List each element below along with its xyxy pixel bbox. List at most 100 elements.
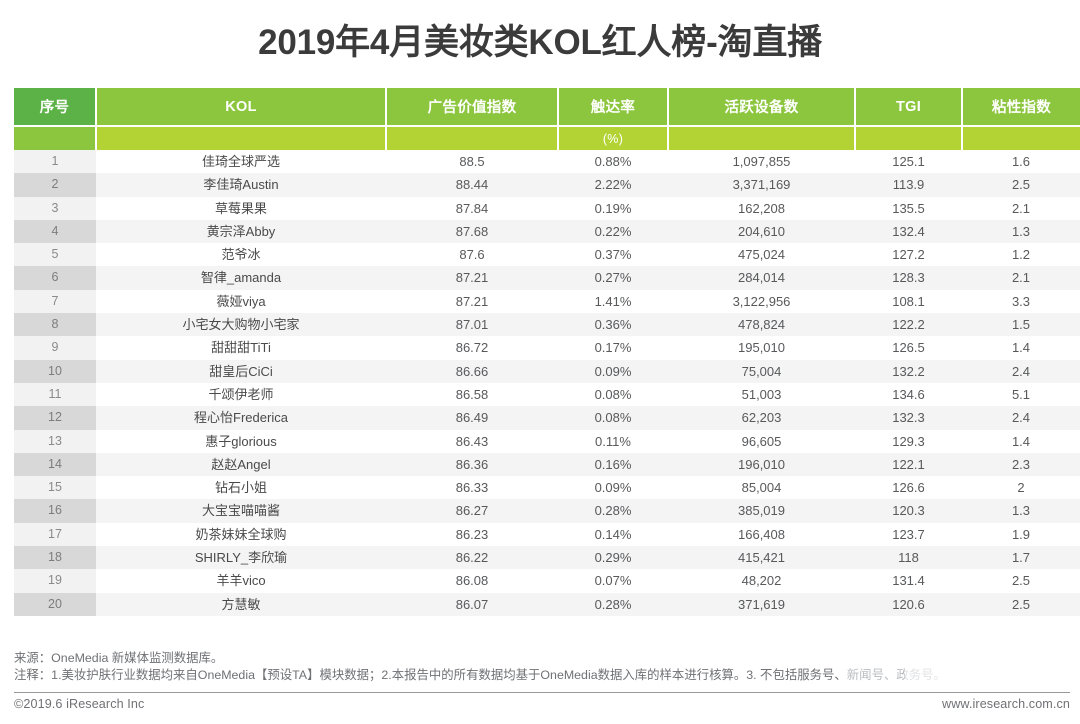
table-row[interactable]: 1 佳琦全球严选 88.5 0.88% 1,097,855 125.1 1.6 bbox=[14, 150, 1080, 174]
footnotes: 来源：OneMedia 新媒体监测数据库。 注释：1.美妆护肤行业数据均来自On… bbox=[14, 650, 1070, 684]
cell-reach-rate: 0.11% bbox=[558, 429, 668, 453]
table-subheader-row: (%) bbox=[14, 125, 1080, 150]
cell-rank: 18 bbox=[14, 546, 96, 570]
table-row[interactable]: 11 千颂伊老师 86.58 0.08% 51,003 134.6 5.1 bbox=[14, 382, 1080, 407]
table-row[interactable]: 4 黄宗泽Abby 87.68 0.22% 204,610 132.4 1.3 bbox=[14, 219, 1080, 244]
cell-tgi: 125.1 bbox=[855, 150, 962, 174]
cell-active-devices: 195,010 bbox=[668, 336, 855, 360]
cell-rank: 4 bbox=[14, 219, 96, 244]
cell-active-devices: 3,122,956 bbox=[668, 289, 855, 314]
cell-ad-value-index: 87.21 bbox=[386, 266, 558, 290]
cell-ad-value-index: 86.36 bbox=[386, 452, 558, 477]
cell-rank: 12 bbox=[14, 406, 96, 430]
table-row[interactable]: 10 甜皇后CiCi 86.66 0.09% 75,004 132.2 2.4 bbox=[14, 359, 1080, 383]
table-row[interactable]: 7 薇娅viya 87.21 1.41% 3,122,956 108.1 3.3 bbox=[14, 289, 1080, 314]
cell-ad-value-index: 86.33 bbox=[386, 476, 558, 500]
cell-active-devices: 196,010 bbox=[668, 452, 855, 477]
table-row[interactable]: 12 程心怡Frederica 86.49 0.08% 62,203 132.3 2.4 bbox=[14, 406, 1080, 430]
cell-kol: SHIRLY_李欣瑜 bbox=[96, 546, 386, 570]
column-header-ad-value-index[interactable]: 广告价值指数 bbox=[386, 88, 559, 126]
column-subheader-stickiness-index bbox=[962, 125, 1080, 150]
column-header-stickiness-index[interactable]: 粘性指数 bbox=[962, 88, 1080, 126]
cell-reach-rate: 0.28% bbox=[558, 592, 668, 616]
table-row[interactable]: 18 SHIRLY_李欣瑜 86.22 0.29% 415,421 118 1.7 bbox=[14, 546, 1080, 570]
column-subheader-rank bbox=[14, 125, 97, 150]
column-subheader-reach-rate: (%) bbox=[558, 125, 669, 150]
cell-ad-value-index: 87.84 bbox=[386, 196, 558, 220]
column-header-active-devices[interactable]: 活跃设备数 bbox=[668, 88, 856, 126]
table-row[interactable]: 6 智律_amanda 87.21 0.27% 284,014 128.3 2.1 bbox=[14, 266, 1080, 290]
cell-rank: 17 bbox=[14, 522, 96, 547]
column-header-kol[interactable]: KOL bbox=[96, 88, 387, 126]
table-row[interactable]: 13 惠子glorious 86.43 0.11% 96,605 129.3 1.4 bbox=[14, 429, 1080, 453]
cell-kol: 李佳琦Austin bbox=[96, 173, 386, 197]
cell-active-devices: 48,202 bbox=[668, 569, 855, 593]
table-row[interactable]: 3 草莓果果 87.84 0.19% 162,208 135.5 2.1 bbox=[14, 196, 1080, 220]
table-row[interactable]: 8 小宅女大购物小宅家 87.01 0.36% 478,824 122.2 1.5 bbox=[14, 313, 1080, 337]
cell-kol: 智律_amanda bbox=[96, 266, 386, 290]
cell-ad-value-index: 87.21 bbox=[386, 289, 558, 314]
cell-kol: 大宝宝喵喵酱 bbox=[96, 499, 386, 523]
cell-kol: 甜皇后CiCi bbox=[96, 359, 386, 383]
cell-tgi: 126.6 bbox=[855, 476, 962, 500]
table-row[interactable]: 14 赵赵Angel 86.36 0.16% 196,010 122.1 2.3 bbox=[14, 452, 1080, 477]
cell-kol: 草莓果果 bbox=[96, 196, 386, 220]
column-header-rank[interactable]: 序号 bbox=[14, 88, 97, 126]
cell-rank: 2 bbox=[14, 173, 96, 197]
cell-reach-rate: 0.14% bbox=[558, 522, 668, 547]
cell-stickiness-index: 2.5 bbox=[962, 592, 1080, 616]
cell-ad-value-index: 87.6 bbox=[386, 243, 558, 267]
table-row[interactable]: 17 奶茶妹妹全球购 86.23 0.14% 166,408 123.7 1.9 bbox=[14, 522, 1080, 547]
cell-tgi: 122.1 bbox=[855, 452, 962, 477]
cell-stickiness-index: 3.3 bbox=[962, 289, 1080, 314]
cell-rank: 6 bbox=[14, 266, 96, 290]
cell-rank: 8 bbox=[14, 313, 96, 337]
column-subheader-tgi bbox=[855, 125, 963, 150]
cell-kol: 程心怡Frederica bbox=[96, 406, 386, 430]
column-header-tgi[interactable]: TGI bbox=[855, 88, 963, 126]
cell-stickiness-index: 1.2 bbox=[962, 243, 1080, 267]
table-row[interactable]: 9 甜甜甜TiTi 86.72 0.17% 195,010 126.5 1.4 bbox=[14, 336, 1080, 360]
cell-active-devices: 385,019 bbox=[668, 499, 855, 523]
cell-stickiness-index: 2.4 bbox=[962, 406, 1080, 430]
cell-reach-rate: 0.29% bbox=[558, 546, 668, 570]
cell-ad-value-index: 86.72 bbox=[386, 336, 558, 360]
table-row[interactable]: 20 方慧敏 86.07 0.28% 371,619 120.6 2.5 bbox=[14, 592, 1080, 616]
cell-kol: 钻石小姐 bbox=[96, 476, 386, 500]
cell-tgi: 122.2 bbox=[855, 313, 962, 337]
cell-kol: 黄宗泽Abby bbox=[96, 219, 386, 244]
table-row[interactable]: 15 钻石小姐 86.33 0.09% 85,004 126.6 2 bbox=[14, 476, 1080, 500]
table-row[interactable]: 5 范爷冰 87.6 0.37% 475,024 127.2 1.2 bbox=[14, 243, 1080, 267]
cell-ad-value-index: 86.08 bbox=[386, 569, 558, 593]
cell-ad-value-index: 86.49 bbox=[386, 406, 558, 430]
cell-rank: 9 bbox=[14, 336, 96, 360]
column-subheader-ad-value-index bbox=[386, 125, 559, 150]
table-row[interactable]: 2 李佳琦Austin 88.44 2.22% 3,371,169 113.9 2.5 bbox=[14, 173, 1080, 197]
cell-ad-value-index: 86.27 bbox=[386, 499, 558, 523]
cell-reach-rate: 0.19% bbox=[558, 196, 668, 220]
cell-kol: 奶茶妹妹全球购 bbox=[96, 522, 386, 547]
cell-kol: 千颂伊老师 bbox=[96, 382, 386, 407]
cell-stickiness-index: 1.3 bbox=[962, 499, 1080, 523]
table-row[interactable]: 19 羊羊vico 86.08 0.07% 48,202 131.4 2.5 bbox=[14, 569, 1080, 593]
cell-tgi: 129.3 bbox=[855, 429, 962, 453]
table-header: 序号 KOL 广告价值指数 触达率 活跃设备数 TGI 粘性指数 (%) bbox=[14, 88, 1080, 150]
cell-rank: 3 bbox=[14, 196, 96, 220]
column-header-reach-rate[interactable]: 触达率 bbox=[558, 88, 669, 126]
cell-reach-rate: 0.07% bbox=[558, 569, 668, 593]
cell-stickiness-index: 2.4 bbox=[962, 359, 1080, 383]
cell-reach-rate: 0.08% bbox=[558, 382, 668, 407]
cell-stickiness-index: 1.4 bbox=[962, 429, 1080, 453]
cell-ad-value-index: 86.66 bbox=[386, 359, 558, 383]
table-row[interactable]: 16 大宝宝喵喵酱 86.27 0.28% 385,019 120.3 1.3 bbox=[14, 499, 1080, 523]
cell-stickiness-index: 1.6 bbox=[962, 150, 1080, 174]
cell-tgi: 120.6 bbox=[855, 592, 962, 616]
cell-tgi: 135.5 bbox=[855, 196, 962, 220]
cell-kol: 赵赵Angel bbox=[96, 452, 386, 477]
cell-active-devices: 478,824 bbox=[668, 313, 855, 337]
cell-ad-value-index: 86.07 bbox=[386, 592, 558, 616]
cell-stickiness-index: 2.5 bbox=[962, 173, 1080, 197]
cell-active-devices: 162,208 bbox=[668, 196, 855, 220]
table-body: 1 佳琦全球严选 88.5 0.88% 1,097,855 125.1 1.6 2 李佳琦Aus… bbox=[14, 150, 1080, 616]
